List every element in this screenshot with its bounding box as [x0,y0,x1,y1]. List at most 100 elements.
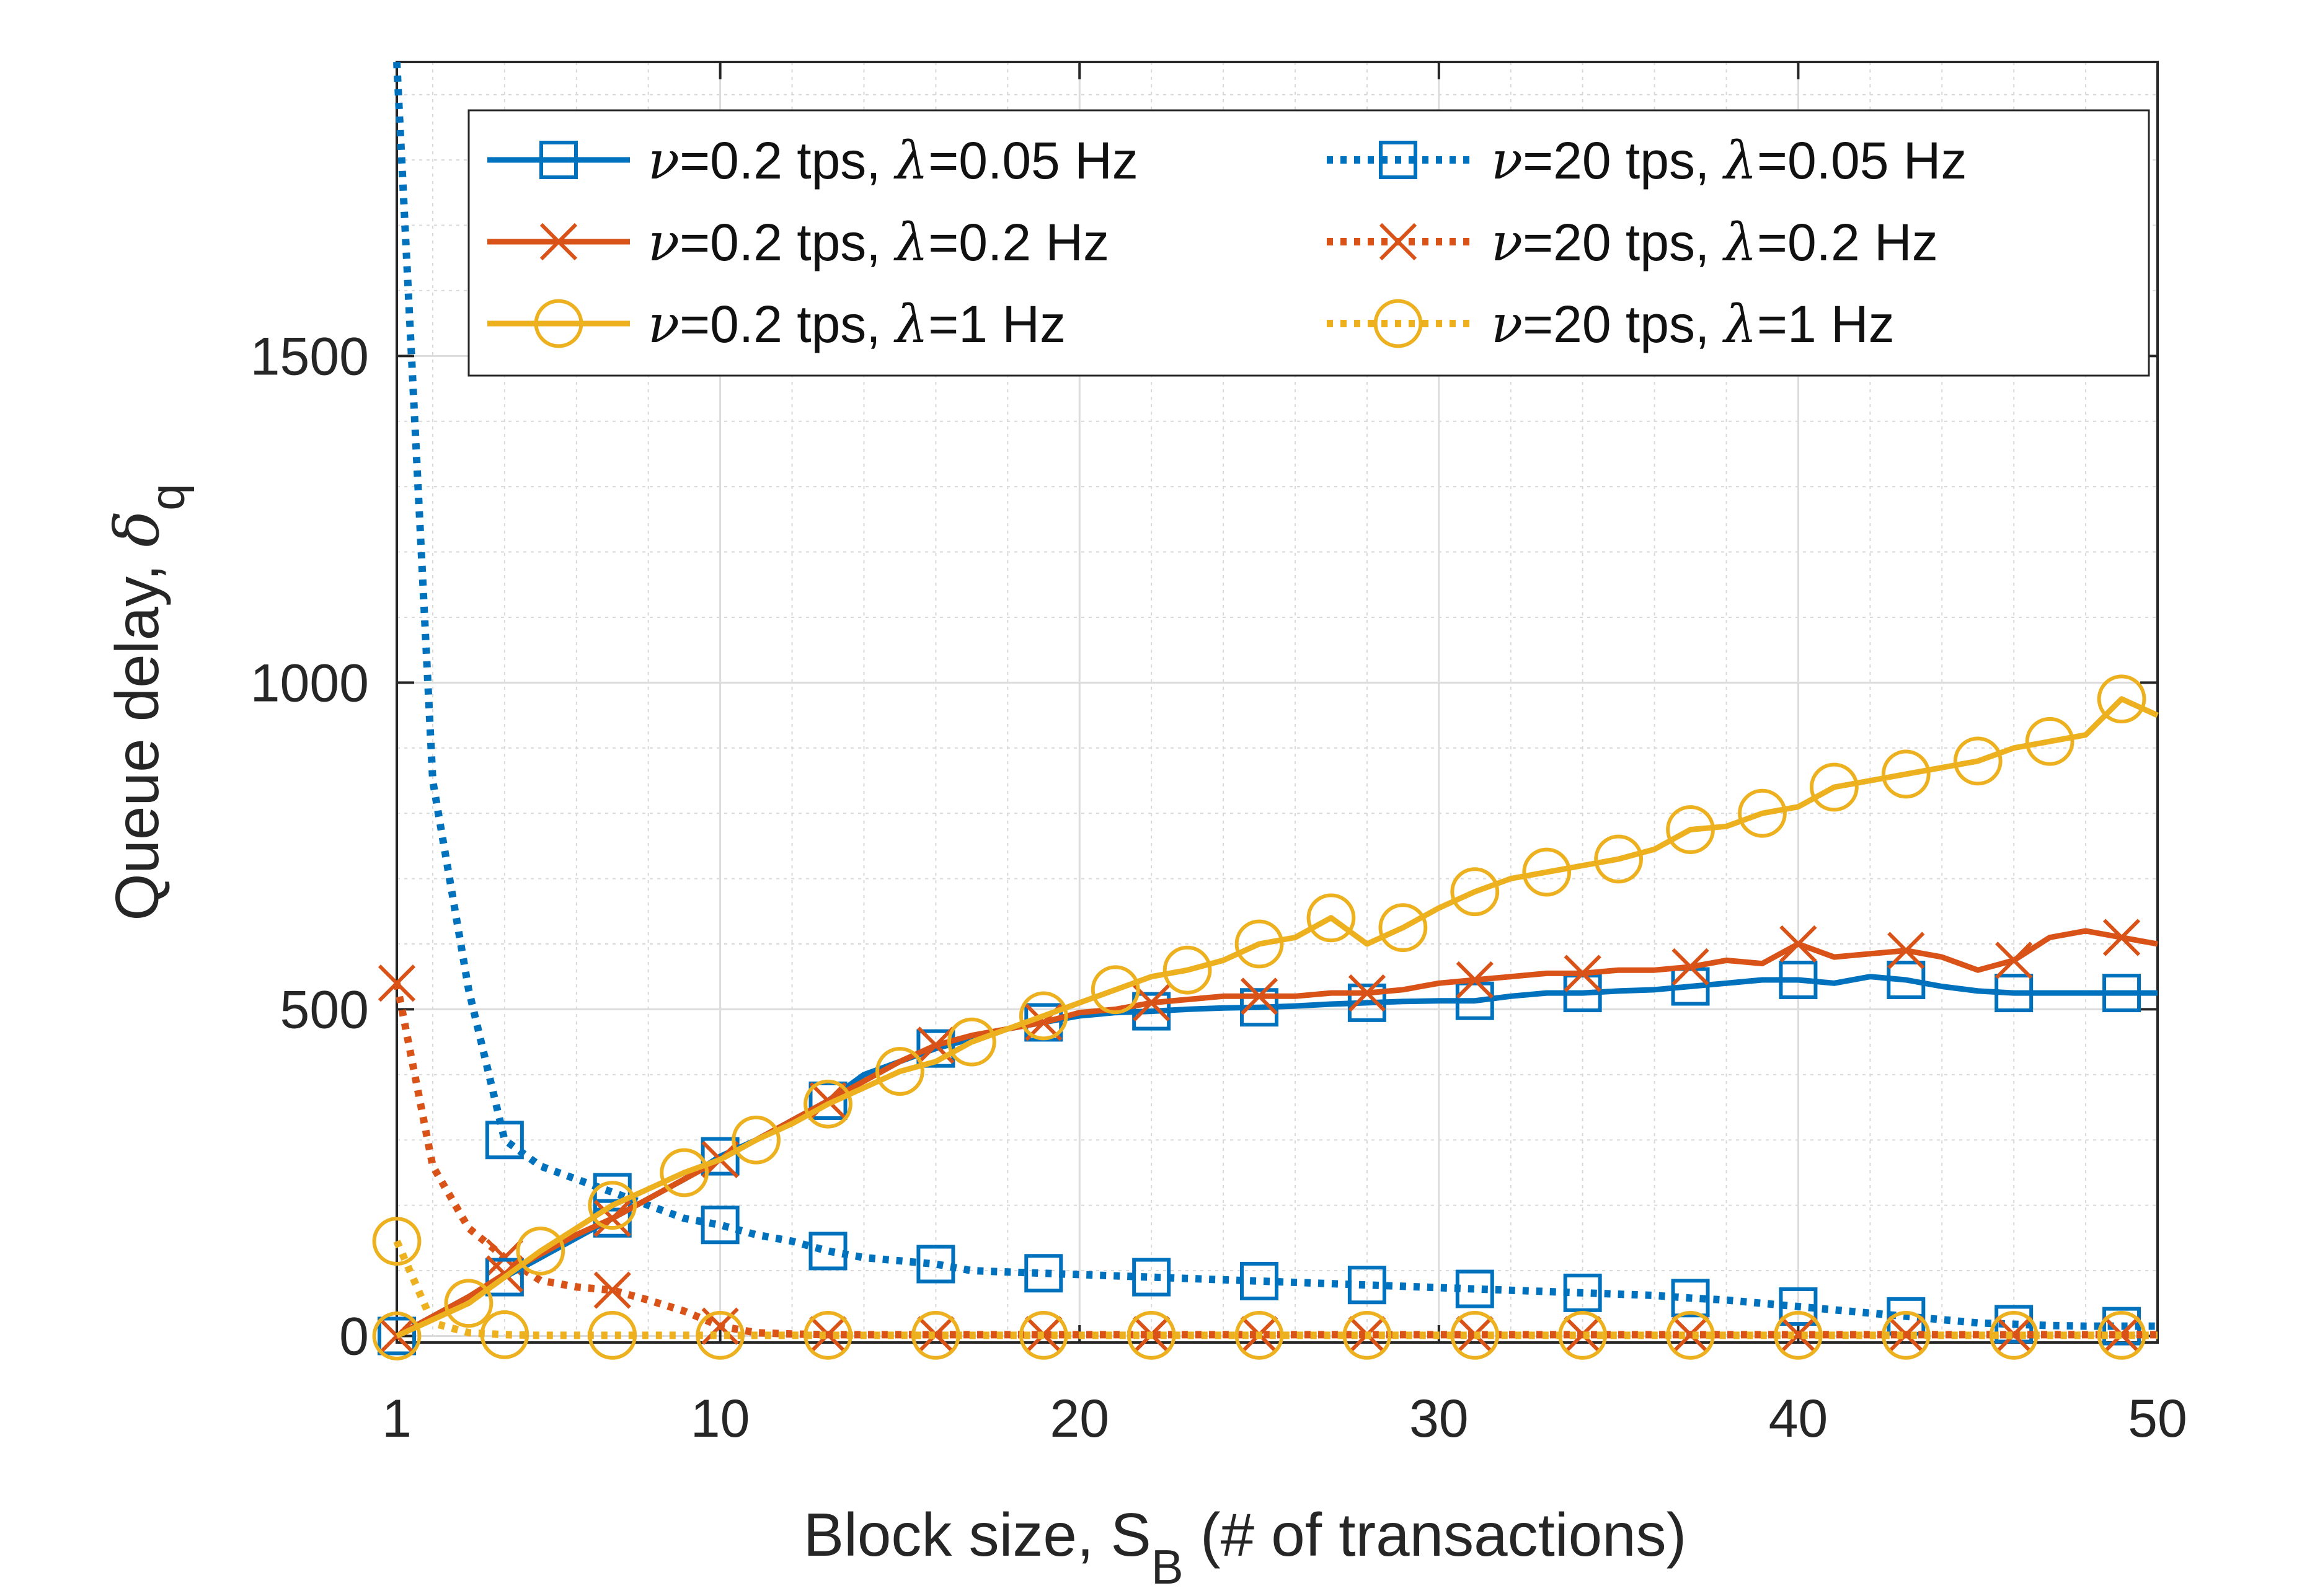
square-marker [808,1081,848,1120]
legend: ν=0.2 tps, λ=0.05 Hz ν=20 tps, λ=0.05 Hzν… [467,109,2150,377]
x-marker [1379,223,1417,261]
y-tick-label: 1000 [250,653,369,713]
square-marker [1779,960,1818,999]
legend-param1: =0.2 tps, [680,213,895,271]
legend-param1: =20 tps, [1523,213,1724,271]
series-line [395,928,2158,1339]
x-marker [1779,925,1817,963]
x-marker [378,964,416,1002]
square-marker [1995,1305,2034,1344]
x-axis-label-subscript: B [1151,1540,1184,1594]
x-tick-label: 40 [1769,1389,1828,1448]
legend-param1: =20 tps, [1523,131,1724,190]
circle-marker [372,1217,422,1266]
circle-marker [696,1311,745,1360]
circle-marker [1450,867,1500,917]
legend-label: ν=0.2 tps, λ=0.05 Hz [648,130,1138,191]
legend-nu: ν [648,294,680,355]
y-axis-label: Queue delay, δq [102,483,195,920]
circle-marker [804,1311,852,1360]
legend-label: ν=20 tps, λ=1 Hz [1491,294,1895,355]
y-tick-label: 0 [339,1307,369,1366]
circle-marker [1774,1311,1823,1360]
legend-param2: =0.05 Hz [1757,131,1967,190]
legend-nu: ν [648,130,680,191]
legend-entry: ν=20 tps, λ=0.05 Hz [1327,130,1967,191]
axes-box [396,61,2159,1344]
circle-marker [1091,965,1140,1015]
circle-marker [1594,834,1644,884]
legend-param2: =0.2 Hz [928,213,1109,271]
legend-param1: =0.2 tps, [680,295,895,353]
square-marker [808,1232,848,1271]
circle-marker [2097,674,2146,724]
circle-marker [1809,762,1859,812]
circle-marker [534,299,583,348]
circle-marker [1558,1311,1608,1360]
legend-nu: ν [648,212,680,273]
x-marker [809,1316,847,1354]
x-marker [1995,941,2033,979]
circle-marker [1378,903,1428,953]
x-marker [1671,1316,1709,1354]
x-tick-label: 50 [2128,1389,2187,1448]
square-marker [1132,1258,1171,1297]
circle-marker [1162,945,1212,995]
square-marker [701,1137,740,1176]
x-axis-label: Block size, SB (# of transactions) [804,1501,1687,1594]
circle-marker [1666,1311,1715,1360]
x-marker [1887,932,1925,969]
x-tick-label: 30 [1409,1389,1469,1448]
x-marker [539,223,578,261]
square-marker [916,1245,955,1284]
y-tick-labels: 0 500 1000 1500 [250,327,369,1366]
x-tick-labels: 1 10 20 30 40 50 [382,1389,2187,1448]
series-line [396,696,2159,1339]
circle-marker [911,1311,960,1360]
series-5 [378,964,2158,1354]
circle-marker [1881,1311,1931,1360]
legend-entry: ν=20 tps, λ=1 Hz [1327,294,1895,355]
x-tick-label: 1 [382,1389,412,1448]
circle-marker [1373,299,1423,348]
x-marker [593,1271,631,1309]
square-marker [2102,1307,2141,1346]
square-marker [539,141,578,179]
circle-marker [804,1079,852,1129]
legend-param2: =0.05 Hz [928,131,1138,190]
circle-marker [1666,805,1715,854]
square-marker [1240,988,1279,1027]
legend-lambda: λ [893,212,928,273]
y-axis-label-text: Queue delay, [103,564,171,921]
legend-entry: ν=0.2 tps, λ=0.05 Hz [487,130,1138,191]
square-marker [1240,1261,1279,1300]
series-line [393,61,2158,1330]
circle-marker [1738,788,1787,838]
legend-label: ν=0.2 tps, λ=0.2 Hz [648,212,1109,273]
square-marker [1563,1273,1602,1312]
circle-marker [1019,991,1068,1041]
square-marker [1779,1287,1818,1326]
x-axis-label-suffix: (# of transactions) [1184,1501,1687,1569]
y-tick-label: 500 [280,980,370,1039]
circle-marker [2097,1311,2146,1360]
circle-marker [444,1279,494,1328]
legend-lambda: λ [1722,130,1757,191]
circle-marker [947,1017,996,1067]
legend-nu: ν [1491,294,1523,355]
square-marker [1347,1266,1386,1305]
circle-marker [1881,749,1931,799]
x-marker [1671,948,1709,986]
square-marker [2102,974,2141,1013]
circle-marker [1306,893,1356,943]
series-3 [372,674,2159,1360]
legend-nu: ν [1491,130,1523,191]
circle-marker [516,1227,565,1276]
circle-marker [1522,847,1572,897]
series-line [393,982,2158,1339]
square-marker [1455,981,1494,1020]
circle-marker [372,1312,422,1360]
series-layer [372,61,2159,1360]
x-marker [1995,1316,2033,1354]
x-marker [1779,1316,1817,1354]
